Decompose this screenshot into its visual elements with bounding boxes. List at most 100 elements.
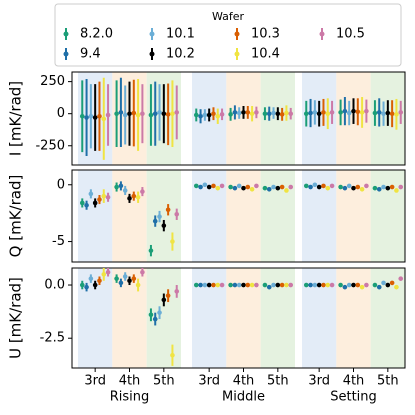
data-point xyxy=(303,183,309,189)
x-tick-label: 3rd xyxy=(198,374,220,389)
data-point xyxy=(372,282,378,288)
data-point xyxy=(193,183,199,189)
data-point xyxy=(266,284,272,290)
data-point xyxy=(148,248,154,253)
x-tick-label: 4th xyxy=(119,374,141,389)
data-point xyxy=(288,282,294,288)
data-point xyxy=(398,184,404,190)
panel-frame xyxy=(71,71,406,166)
data-point xyxy=(284,110,289,116)
data-point xyxy=(114,276,119,281)
data-point xyxy=(338,184,343,190)
data-point xyxy=(79,200,85,206)
x-tick-label: 4th xyxy=(343,374,365,389)
data-point xyxy=(385,185,391,191)
data-point xyxy=(152,111,158,116)
data-point xyxy=(271,184,276,190)
data-point xyxy=(219,282,225,288)
data-point xyxy=(79,113,85,119)
x-tick-label: 5th xyxy=(267,374,289,389)
data-point xyxy=(342,108,348,114)
data-point xyxy=(398,110,404,115)
data-point xyxy=(228,184,233,190)
data-point xyxy=(152,316,158,322)
data-point xyxy=(157,214,162,219)
data-point xyxy=(92,200,98,206)
legend-marker xyxy=(234,51,240,57)
y-axis-label: I [mK/rad] xyxy=(7,81,25,156)
data-point xyxy=(308,184,313,190)
data-point xyxy=(372,110,378,116)
data-point xyxy=(198,113,203,119)
data-point xyxy=(355,109,361,115)
data-point xyxy=(97,278,102,284)
data-point xyxy=(135,282,141,288)
category-band xyxy=(260,170,295,262)
data-point xyxy=(127,111,132,116)
data-point xyxy=(364,282,369,288)
y-axis-label: Q [mK/rad] xyxy=(7,175,25,258)
data-point xyxy=(105,194,111,200)
data-point xyxy=(325,111,331,116)
data-point xyxy=(316,184,322,190)
data-point xyxy=(105,269,111,275)
data-point xyxy=(303,282,309,288)
data-point xyxy=(351,185,356,191)
data-point xyxy=(122,188,128,193)
data-point xyxy=(308,110,313,116)
data-point xyxy=(84,202,89,208)
data-point xyxy=(359,187,365,192)
category-band xyxy=(370,170,405,262)
data-point xyxy=(211,183,216,189)
data-point xyxy=(84,284,89,290)
data-point xyxy=(346,110,352,116)
y-tick-label: 0 xyxy=(57,106,65,121)
data-point xyxy=(170,352,175,358)
data-point xyxy=(97,197,102,202)
data-point xyxy=(157,110,162,115)
data-point xyxy=(170,111,175,116)
data-point xyxy=(351,108,356,114)
data-point xyxy=(245,282,251,288)
data-point xyxy=(254,110,259,115)
legend-marker xyxy=(234,31,240,37)
legend-title: Wafer xyxy=(212,10,245,23)
data-point xyxy=(359,284,365,290)
legend-label: 10.3 xyxy=(251,27,280,42)
data-point xyxy=(236,282,242,288)
data-point xyxy=(127,196,132,201)
data-point xyxy=(271,282,276,288)
data-point xyxy=(325,185,331,191)
group-label: Setting xyxy=(330,390,377,405)
x-tick-label: 3rd xyxy=(84,374,106,389)
data-point xyxy=(165,207,171,213)
data-point xyxy=(385,110,391,116)
data-point xyxy=(228,112,233,117)
data-point xyxy=(271,110,276,116)
data-point xyxy=(101,193,107,199)
data-point xyxy=(321,110,326,115)
y-tick-label: 0.0 xyxy=(44,278,65,293)
y-axis-label: U [mK/rad] xyxy=(7,277,25,359)
data-point xyxy=(92,115,98,120)
data-point xyxy=(245,184,251,190)
data-point xyxy=(174,211,180,217)
data-point xyxy=(364,108,369,114)
data-point xyxy=(165,112,171,117)
data-point xyxy=(122,274,128,279)
data-point xyxy=(275,111,281,116)
group-label: Rising xyxy=(110,390,150,405)
y-tick-label: 0 xyxy=(57,177,65,192)
data-point xyxy=(131,276,137,281)
data-point xyxy=(262,282,268,288)
data-point xyxy=(88,276,94,281)
data-point xyxy=(321,282,326,288)
data-point xyxy=(316,111,322,116)
panel-frame xyxy=(71,169,406,263)
data-point xyxy=(249,282,255,288)
data-point xyxy=(161,111,167,116)
data-point xyxy=(219,112,225,117)
data-point xyxy=(329,282,335,288)
x-tick-label: 5th xyxy=(153,374,175,389)
